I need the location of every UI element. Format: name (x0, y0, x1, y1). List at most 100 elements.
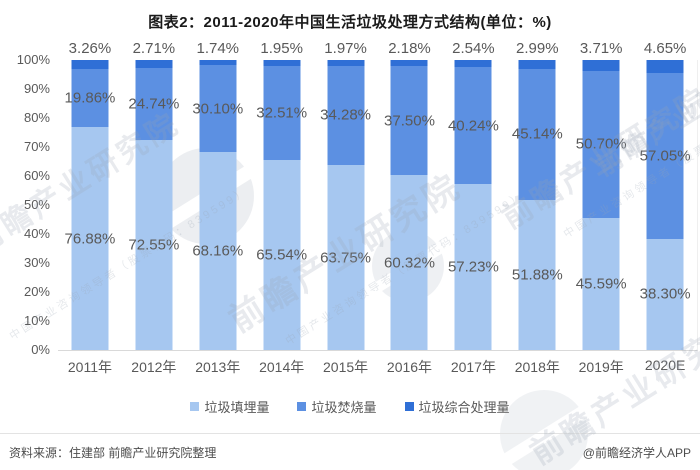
y-axis-tick: 100% (16, 52, 50, 67)
y-axis-tick: 20% (23, 284, 50, 299)
bar-segment-incineration (71, 69, 109, 128)
bar-segment-incineration (582, 70, 620, 218)
y-axis-tick: 70% (23, 139, 50, 154)
value-label-incineration: 19.86% (64, 89, 116, 107)
legend-label-incineration: 垃圾焚烧量 (311, 400, 377, 415)
x-axis-tick: 2012年 (131, 359, 177, 375)
bar-segment-incineration (390, 66, 428, 176)
x-axis-tick: 2014年 (259, 359, 305, 375)
x-axis-tick: 2013年 (195, 359, 241, 375)
legend-item-comprehensive: 垃圾综合处理量 (404, 397, 510, 416)
value-label-landfill: 63.75% (320, 249, 372, 267)
value-label-landfill: 65.54% (256, 246, 308, 264)
x-axis-tick: 2017年 (450, 359, 496, 375)
legend-label-landfill: 垃圾填埋量 (204, 400, 270, 415)
legend-label-comprehensive: 垃圾综合处理量 (418, 400, 510, 415)
bar-segment-comprehensive (327, 60, 365, 66)
value-label-comprehensive: 1.97% (324, 40, 367, 57)
value-label-incineration: 57.05% (639, 147, 691, 165)
bar (390, 60, 428, 350)
value-label-comprehensive: 2.54% (452, 40, 495, 57)
credit-note: @前瞻经济学人APP (582, 445, 691, 460)
bar-segment-landfill (518, 199, 556, 350)
value-label-incineration: 50.70% (575, 135, 627, 153)
y-axis-tick: 30% (23, 255, 50, 270)
bar-slot: 2.99% 45.14% 51.88% (505, 40, 569, 350)
bar (327, 60, 365, 350)
bar-segment-landfill (199, 152, 237, 350)
value-label-incineration: 37.50% (384, 112, 435, 130)
legend-marker-comprehensive (404, 402, 414, 411)
value-label-incineration: 32.51% (256, 104, 308, 122)
bar (646, 60, 684, 350)
bar-segment-incineration (199, 65, 237, 153)
x-axis-tick: 2011年 (67, 359, 112, 375)
value-label-landfill: 38.30% (639, 285, 691, 303)
bar (199, 60, 237, 350)
bar-slot: 2.54% 40.24% 57.23% (441, 40, 505, 350)
bar (518, 60, 556, 350)
bar-segment-incineration (327, 65, 365, 166)
bar-segment-incineration (263, 65, 301, 160)
bar-segment-landfill (71, 127, 109, 350)
y-axis-tick: 0% (31, 342, 50, 357)
bar-slot: 3.71% 50.70% 45.59% (569, 40, 633, 350)
x-axis-tick: 2019年 (578, 359, 624, 375)
bar-segment-landfill (135, 139, 173, 350)
value-label-comprehensive: 1.95% (260, 40, 303, 57)
value-label-incineration: 24.74% (128, 95, 180, 113)
y-axis: 100% 90% 80% 70% 60% 50% 40% 30% 20% 10% 0% (0, 52, 50, 357)
value-label-landfill: 51.88% (511, 266, 563, 284)
bar-segment-landfill (646, 238, 684, 350)
legend-marker-incineration (297, 402, 307, 411)
value-label-landfill: 45.59% (575, 275, 627, 293)
bar-slot: 2.18% 37.50% 60.32% (378, 40, 442, 350)
value-label-landfill: 60.32% (384, 254, 435, 272)
bar-segment-landfill (390, 175, 428, 350)
x-axis-tick: 2020E (644, 357, 686, 373)
value-label-landfill: 72.55% (128, 236, 180, 254)
bar-segment-comprehensive (71, 60, 109, 70)
y-axis-tick: 80% (23, 110, 50, 125)
bar-slot: 2.71% 24.74% 72.55% (122, 40, 186, 350)
bar-slot: 1.74% 30.10% 68.16% (186, 40, 250, 350)
chart-title: 图表2：2011-2020年中国生活垃圾处理方式结构(单位：%) (148, 14, 552, 31)
bar-segment-incineration (454, 67, 492, 185)
x-axis-tick: 2015年 (323, 359, 369, 375)
source-note: 资料来源：住建部 前瞻产业研究院整理 (9, 445, 217, 460)
bar-segment-landfill (263, 159, 301, 350)
bar (263, 60, 301, 350)
bar-segment-incineration (518, 68, 556, 200)
bar-segment-comprehensive (263, 60, 301, 66)
bar-segment-comprehensive (199, 60, 237, 66)
bar-segment-comprehensive (390, 60, 428, 67)
bar (71, 60, 109, 350)
value-label-incineration: 30.10% (192, 100, 244, 118)
value-label-comprehensive: 2.18% (388, 40, 431, 57)
x-axis-tick: 2018年 (514, 359, 560, 375)
value-label-landfill: 76.88% (64, 230, 116, 248)
value-label-comprehensive: 2.99% (516, 40, 559, 57)
plot: 3.26% 19.86% 76.88% 2.71% 24.74% 72.55% 1.74% 3… (58, 40, 698, 351)
watermark-logo-circle (494, 390, 594, 470)
value-label-comprehensive: 3.71% (579, 40, 623, 57)
x-axis-tick: 2016年 (386, 359, 433, 375)
y-axis-tick: 60% (23, 168, 50, 183)
bar-segment-landfill (582, 217, 620, 350)
value-label-comprehensive: 3.26% (68, 40, 112, 57)
footer: 资料来源：住建部 前瞻产业研究院整理 @前瞻经济学人APP (0, 433, 700, 470)
bar-segment-comprehensive (518, 60, 556, 69)
legend: 垃圾填埋量 垃圾焚烧量 垃圾综合处理量 (0, 397, 700, 416)
legend-item-incineration: 垃圾焚烧量 (297, 397, 377, 416)
x-axis: 2011年 2012年 2013年 2014年 2015年 2016年 2017年 2018年… (58, 357, 697, 377)
bar-segment-incineration (646, 73, 684, 239)
bar-segment-landfill (454, 184, 492, 350)
y-axis-tick: 90% (23, 81, 50, 96)
bar-slot: 1.95% 32.51% 65.54% (250, 40, 314, 350)
value-label-comprehensive: 2.71% (132, 40, 176, 57)
value-label-incineration: 40.24% (447, 117, 499, 135)
bar-segment-comprehensive (135, 60, 173, 68)
bar-segment-comprehensive (646, 60, 684, 74)
bar-segment-landfill (327, 165, 365, 350)
